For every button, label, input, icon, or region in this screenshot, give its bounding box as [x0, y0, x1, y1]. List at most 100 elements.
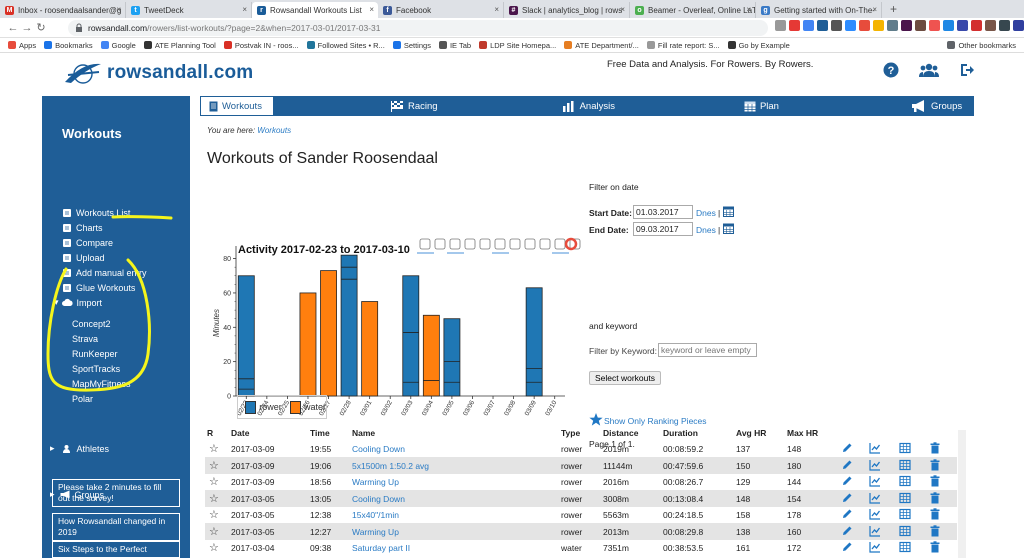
tab-plan[interactable]: Plan — [743, 96, 779, 116]
import-item-concept2[interactable]: Concept2 — [72, 319, 111, 329]
bookmark-item[interactable]: ATE Planning Tool — [143, 41, 216, 50]
ranking-pieces-link[interactable]: Show Only Ranking Pieces — [589, 413, 707, 426]
import-item-sporttracks[interactable]: SportTracks — [72, 364, 121, 374]
end-calendar-icon[interactable] — [723, 223, 734, 234]
extension-icon[interactable] — [803, 20, 814, 31]
promo-link-1[interactable]: How Rowsandall changed in 2019 — [52, 513, 180, 541]
trash-icon[interactable] — [929, 541, 941, 553]
bookmark-item[interactable]: Google — [100, 41, 136, 50]
trash-icon[interactable] — [929, 508, 941, 520]
extension-icon[interactable] — [943, 20, 954, 31]
chart-tool-icon[interactable] — [509, 238, 521, 250]
bar-rower-03-09[interactable] — [525, 287, 543, 397]
breadcrumb-link-workouts[interactable]: Workouts — [257, 126, 292, 135]
reload-icon[interactable]: ↻ — [36, 22, 46, 34]
forward-icon[interactable]: → — [21, 21, 33, 34]
chart-tool-icon[interactable] — [524, 238, 536, 250]
bar-water-02-27[interactable] — [320, 270, 337, 397]
table-grid-icon[interactable] — [899, 442, 911, 454]
line-chart-icon[interactable] — [869, 525, 881, 537]
chart-tool-icon[interactable] — [464, 238, 476, 250]
team-icon[interactable] — [919, 62, 939, 78]
bookmark-item[interactable]: Settings — [392, 41, 431, 50]
bookmark-item[interactable]: Apps — [8, 41, 36, 50]
chart-tool-icon[interactable] — [479, 238, 491, 250]
address-bar[interactable]: rowsandall.com/rowers/list-workouts/?pag… — [68, 20, 768, 36]
edit-pencil-icon[interactable] — [841, 525, 853, 537]
chart-tool-icon[interactable] — [539, 238, 551, 250]
tab-groups[interactable]: Groups — [911, 96, 962, 116]
extension-icon[interactable] — [873, 20, 884, 31]
star-outline-icon[interactable]: ☆ — [209, 492, 219, 505]
line-chart-icon[interactable] — [869, 459, 881, 471]
workout-name-link[interactable]: Cooling Down — [352, 493, 405, 504]
edit-pencil-icon[interactable] — [841, 475, 853, 487]
chart-tool-icon[interactable] — [554, 238, 566, 250]
bookmark-item[interactable]: ATE Department/... — [564, 41, 639, 50]
table-scrollbar[interactable] — [958, 430, 966, 558]
tab-racing[interactable]: Racing — [390, 96, 438, 116]
tab-close-icon[interactable]: × — [494, 5, 499, 14]
extension-icon[interactable] — [775, 20, 786, 31]
promo-link-0[interactable]: Please take 2 minutes to fill out the su… — [52, 479, 180, 507]
line-chart-icon[interactable] — [869, 475, 881, 487]
sidebar-item-athletes[interactable]: ▸ Athletes — [50, 443, 109, 454]
help-icon[interactable]: ? — [883, 62, 899, 78]
chart-tool-icon[interactable] — [494, 238, 506, 250]
import-item-runkeeper[interactable]: RunKeeper — [72, 349, 118, 359]
table-grid-icon[interactable] — [899, 492, 911, 504]
tab-close-icon[interactable]: × — [620, 5, 625, 14]
sidebar-item-import[interactable]: ▾ Import — [54, 297, 102, 308]
sidebar-item-glue-workouts[interactable]: Glue Workouts — [62, 283, 135, 293]
bar-rower-02-28[interactable] — [340, 254, 358, 397]
browser-tab[interactable]: # Slack | analytics_blog | rows × — [504, 2, 630, 18]
extension-icon[interactable] — [845, 20, 856, 31]
line-chart-icon[interactable] — [869, 492, 881, 504]
edit-pencil-icon[interactable] — [841, 492, 853, 504]
browser-tab[interactable]: g Getting started with On-The- × — [756, 2, 882, 18]
site-logo[interactable]: rowsandall.com — [63, 60, 253, 86]
workout-name-link[interactable]: Saturday part II — [352, 543, 411, 553]
line-chart-icon[interactable] — [869, 541, 881, 553]
table-grid-icon[interactable] — [899, 525, 911, 537]
extension-icon[interactable] — [1013, 20, 1024, 31]
bookmark-item[interactable]: Fill rate report: S... — [646, 41, 720, 50]
extension-icon[interactable] — [971, 20, 982, 31]
workout-name-link[interactable]: Warming Up — [352, 526, 399, 537]
chart-tool-icon[interactable] — [419, 238, 431, 250]
bar-water-02-26[interactable] — [299, 292, 317, 397]
sidebar-item-upload[interactable]: Upload — [62, 253, 105, 263]
import-item-strava[interactable]: Strava — [72, 334, 99, 344]
tab-close-icon[interactable]: × — [116, 5, 121, 14]
sidebar-item-compare[interactable]: Compare — [62, 238, 113, 248]
tab-close-icon[interactable]: × — [242, 5, 247, 14]
line-chart-icon[interactable] — [869, 508, 881, 520]
tab-analysis[interactable]: Analysis — [562, 96, 615, 116]
workout-name-link[interactable]: 5x1500m 1:50.2 avg — [352, 460, 430, 471]
bar-water-03-04[interactable] — [422, 314, 440, 397]
end-dnes-link[interactable]: Dnes — [696, 225, 716, 235]
import-item-mapmyfitness[interactable]: MapMyFitness — [72, 379, 131, 389]
extension-icon[interactable] — [859, 20, 870, 31]
select-workouts-button[interactable]: Select workouts — [589, 371, 661, 385]
edit-pencil-icon[interactable] — [841, 541, 853, 553]
edit-pencil-icon[interactable] — [841, 508, 853, 520]
line-chart-icon[interactable] — [869, 442, 881, 454]
table-grid-icon[interactable] — [899, 459, 911, 471]
bookmark-item[interactable]: LDP Site Homepa... — [479, 41, 556, 50]
star-outline-icon[interactable]: ☆ — [209, 509, 219, 521]
chart-tool-icon[interactable] — [569, 238, 581, 250]
workout-name-link[interactable]: Warming Up — [352, 477, 399, 487]
bookmark-item[interactable]: IE Tab — [438, 41, 471, 50]
workout-name-link[interactable]: 15x40"/1min — [352, 510, 399, 520]
browser-tab[interactable]: t TweetDeck × — [126, 2, 252, 18]
start-dnes-link[interactable]: Dnes — [696, 208, 716, 218]
browser-tab[interactable]: r Rowsandall Workouts List × — [252, 2, 378, 18]
extension-icon[interactable] — [985, 20, 996, 31]
edit-pencil-icon[interactable] — [841, 459, 853, 471]
workout-name-link[interactable]: Cooling Down — [352, 444, 405, 454]
chart-tool-icon[interactable] — [434, 238, 446, 250]
start-date-input[interactable] — [633, 205, 693, 219]
table-grid-icon[interactable] — [899, 508, 911, 520]
table-grid-icon[interactable] — [899, 475, 911, 487]
